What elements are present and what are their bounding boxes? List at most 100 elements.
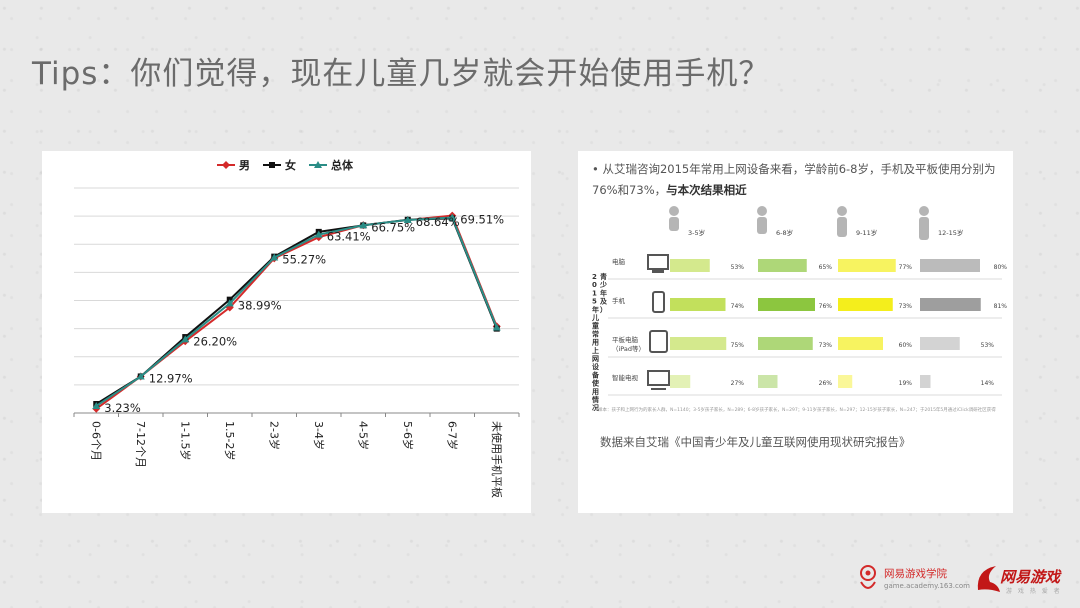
x-tick-label: 5-6岁 (401, 421, 415, 450)
side-label-char: 2 (592, 273, 597, 281)
side-label-char: 童 (592, 321, 599, 330)
age-group-label: 6-8岁 (776, 228, 793, 237)
child-head-icon (757, 206, 767, 216)
bar (838, 298, 893, 311)
bar (758, 337, 813, 350)
survey-headline-bold: 与本次结果相近 (666, 183, 747, 197)
data-label: 66.75% (371, 220, 415, 234)
side-label-char: 使 (591, 379, 600, 388)
series-line-总体 (95, 216, 498, 407)
bar (920, 259, 980, 272)
line-chart: 0-6个月 7-12个月 1-1.5岁 1.5-2岁 2-3岁 3-4岁 4-5岁 5-6岁 6… (73, 158, 520, 498)
bar-value-label: 74% (731, 303, 745, 310)
bar (758, 259, 807, 272)
bar (838, 259, 896, 272)
bar-value-label: 14% (981, 380, 995, 387)
side-label-char: 年 (600, 288, 607, 297)
survey-footnote: 样本：孩子和上网行为的家长人群，N=1140；3-5岁孩子家长，N=289；6-… (598, 408, 996, 413)
row-label-line2: （iPad等） (612, 344, 645, 353)
side-label-char: 网 (592, 355, 599, 363)
academy-name: 网易游戏学院 (884, 568, 947, 580)
legend-marker (222, 161, 230, 169)
phone-icon (652, 291, 665, 313)
data-point (448, 213, 457, 221)
side-label-char: 用 (592, 388, 599, 396)
data-label: 55.27% (282, 253, 326, 267)
age-group-label: 3-5岁 (688, 228, 705, 237)
row-label: 智能电视 (612, 373, 639, 382)
tablet-icon (649, 330, 668, 353)
monitor-stand (652, 270, 664, 273)
x-tick-label: 未使用手机平板 (490, 421, 504, 498)
tv-icon (647, 370, 670, 386)
bar-value-label: 81% (994, 303, 1008, 310)
child-head-icon (919, 206, 929, 216)
side-label-char: 少 (599, 280, 607, 289)
brand-name: 网易游戏 (1000, 568, 1061, 586)
data-point (136, 372, 145, 380)
bar-value-label: 75% (731, 342, 745, 349)
data-point (492, 323, 501, 331)
side-label-char: 常 (592, 329, 599, 338)
bar (670, 298, 726, 311)
line-chart-panel: 0-6个月 7-12个月 1-1.5岁 1.5-2岁 2-3岁 3-4岁 4-5岁 5-6岁 6… (42, 151, 531, 513)
logo-area: 网易游戏学院 game.academy.163.com 网易游戏 游 戏 热 爱… (856, 560, 1066, 600)
side-label-char: 0 (592, 281, 597, 289)
x-tick-label: 0-6个月 (89, 421, 102, 461)
child-body-icon (919, 217, 929, 240)
data-point (359, 221, 368, 229)
data-point (181, 335, 190, 343)
bar (920, 337, 960, 350)
bar-value-label: 53% (981, 342, 995, 349)
data-point (270, 253, 279, 261)
bar-value-label: 76% (819, 303, 833, 310)
x-tick-label: 1.5-2岁 (223, 421, 237, 460)
row-label: 电脑 (612, 257, 626, 266)
data-label: 38.99% (238, 298, 282, 312)
child-head-icon (837, 206, 847, 216)
x-tick-label: 3-4岁 (312, 421, 326, 450)
side-label-char: 1 (592, 289, 597, 297)
child-body-icon (669, 217, 679, 231)
row-label: 平板电脑 (612, 335, 639, 344)
bar-value-label: 73% (899, 303, 913, 310)
source-caption: 数据来自艾瑞《中国青少年及儿童互联网使用现状研究报告》 (600, 435, 911, 449)
data-point (403, 215, 412, 223)
bar (920, 375, 931, 388)
bar (670, 375, 691, 388)
side-label-char: 年 (592, 305, 599, 314)
bar (670, 259, 710, 272)
survey-headline: • 从艾瑞咨询2015年常用上网设备来看，学龄前6-8岁，手机及平板使用分别为7… (592, 159, 1002, 201)
data-label: 63.41% (327, 230, 371, 244)
bar (670, 337, 727, 350)
side-label-char: ） (600, 306, 607, 314)
side-label-char: 青 (600, 272, 607, 281)
side-label-char: 及 (600, 298, 608, 306)
bar-value-label: 26% (819, 380, 833, 387)
legend-label: 男 (239, 159, 250, 172)
side-label-char: 上 (592, 346, 599, 355)
bar-value-label: 19% (899, 380, 913, 387)
survey-headline-text: • 从艾瑞咨询2015年常用上网设备来看，学龄前6-8岁，手机及平板使用分别为7… (592, 162, 996, 197)
bar-value-label: 60% (899, 342, 913, 349)
bar (838, 375, 853, 388)
side-label-char: 5 (592, 298, 597, 306)
bar (920, 298, 981, 311)
data-label: 3.23% (104, 401, 141, 415)
x-tick-label: 2-3岁 (267, 421, 281, 450)
academy-url: game.academy.163.com (884, 582, 970, 590)
legend-marker (269, 162, 275, 168)
data-label: 68.64% (416, 215, 460, 229)
data-point (314, 230, 323, 238)
child-body-icon (837, 217, 847, 237)
child-head-icon (669, 206, 679, 216)
bar (838, 337, 883, 350)
x-tick-label: 4-5岁 (356, 421, 370, 450)
bar-value-label: 77% (899, 264, 913, 271)
x-tick-label: 1-1.5岁 (178, 421, 192, 460)
side-label-char: 设 (592, 362, 600, 371)
side-label-char: 备 (591, 370, 600, 379)
child-body-icon (757, 217, 767, 234)
age-group-label: 9-11岁 (856, 228, 877, 237)
side-label-char: 用 (592, 339, 599, 347)
